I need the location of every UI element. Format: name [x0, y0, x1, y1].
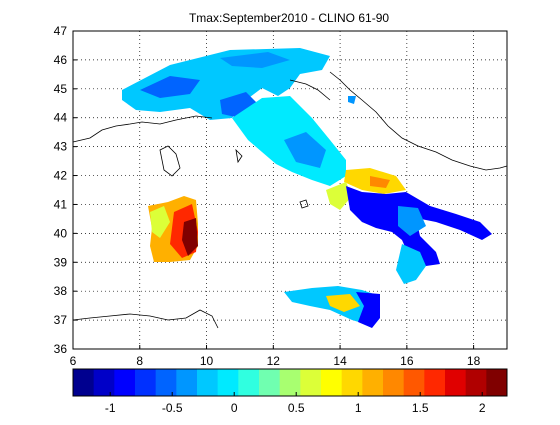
colorbar-ticks: -1 -0.5 0 0.5 1 1.5 2 [105, 392, 486, 415]
region-sicily-east [356, 292, 380, 328]
colorbar-tick-label: 1 [355, 401, 362, 415]
region-alps-cold [220, 52, 290, 68]
colorbar-swatch [445, 369, 467, 396]
y-tick-label: 43 [54, 140, 68, 154]
colorbar-swatch [155, 369, 177, 396]
x-tick-label: 8 [136, 354, 143, 368]
colorbar-tick-label: 2 [479, 401, 486, 415]
y-tick-label: 42 [54, 169, 68, 183]
colorbar [73, 369, 508, 396]
colorbar-tick-label: 0.5 [288, 401, 305, 415]
x-tick-label: 10 [200, 354, 214, 368]
colorbar-swatch [383, 369, 405, 396]
colorbar-swatch [321, 369, 343, 396]
x-axis: 6 8 10 12 14 16 18 [70, 345, 481, 368]
y-tick-label: 47 [54, 24, 68, 38]
region-north [122, 48, 330, 120]
region-sardinia-west [150, 206, 170, 238]
region-apulia-cold [346, 186, 492, 266]
y-tick-label: 46 [54, 53, 68, 67]
colorbar-swatch [362, 369, 384, 396]
x-tick-label: 14 [333, 354, 347, 368]
x-tick-label: 16 [400, 354, 414, 368]
colorbar-swatch [279, 369, 301, 396]
y-tick-label: 37 [54, 313, 68, 327]
temperature-field [122, 48, 492, 328]
colorbar-swatch [486, 369, 508, 396]
region-north-cold [140, 76, 200, 98]
colorbar-swatch [300, 369, 322, 396]
region-adriatic-cold [284, 132, 326, 168]
y-tick-label: 40 [54, 226, 68, 240]
region-po-cold [220, 92, 258, 118]
y-axis: 36 37 38 39 40 41 42 43 44 45 46 47 [54, 24, 77, 356]
y-tick-label: 36 [54, 342, 68, 356]
chart-title: Tmax:September2010 - CLINO 61-90 [189, 11, 389, 25]
region-sardinia-hottest [182, 218, 198, 256]
y-tick-label: 44 [54, 111, 68, 125]
colorbar-swatch [259, 369, 281, 396]
colorbar-tick-label: -1 [105, 401, 116, 415]
colorbar-frame [72, 368, 508, 397]
colorbar-swatch [114, 369, 136, 396]
colorbar-tick-label: -0.5 [162, 401, 183, 415]
region-small-island [348, 96, 356, 104]
colorbar-swatch [465, 369, 487, 396]
colorbar-swatch [238, 369, 260, 396]
colorbar-tick-label: 1.5 [412, 401, 429, 415]
colorbar-swatch [135, 369, 157, 396]
colorbar-swatch [217, 369, 239, 396]
region-campania-warm [326, 182, 352, 210]
colorbar-swatch [424, 369, 446, 396]
coastline [72, 71, 508, 329]
region-basilicata [398, 206, 426, 236]
colorbar-tick-label: 0 [231, 401, 238, 415]
y-tick-label: 39 [54, 255, 68, 269]
colorbar-swatch [341, 369, 363, 396]
region-gargano-hot [370, 176, 390, 188]
colorbar-swatch [403, 369, 425, 396]
colorbar-swatch [176, 369, 198, 396]
region-sicily-warm [326, 294, 360, 312]
colorbar-swatch [197, 369, 219, 396]
region-calabria [396, 244, 426, 284]
y-tick-label: 45 [54, 82, 68, 96]
colorbar-swatch [93, 369, 115, 396]
y-tick-label: 38 [54, 284, 68, 298]
x-tick-label: 12 [267, 354, 281, 368]
y-tick-label: 41 [54, 197, 68, 211]
x-tick-label: 18 [467, 354, 481, 368]
x-tick-label: 6 [70, 354, 77, 368]
colorbar-swatch [73, 369, 95, 396]
